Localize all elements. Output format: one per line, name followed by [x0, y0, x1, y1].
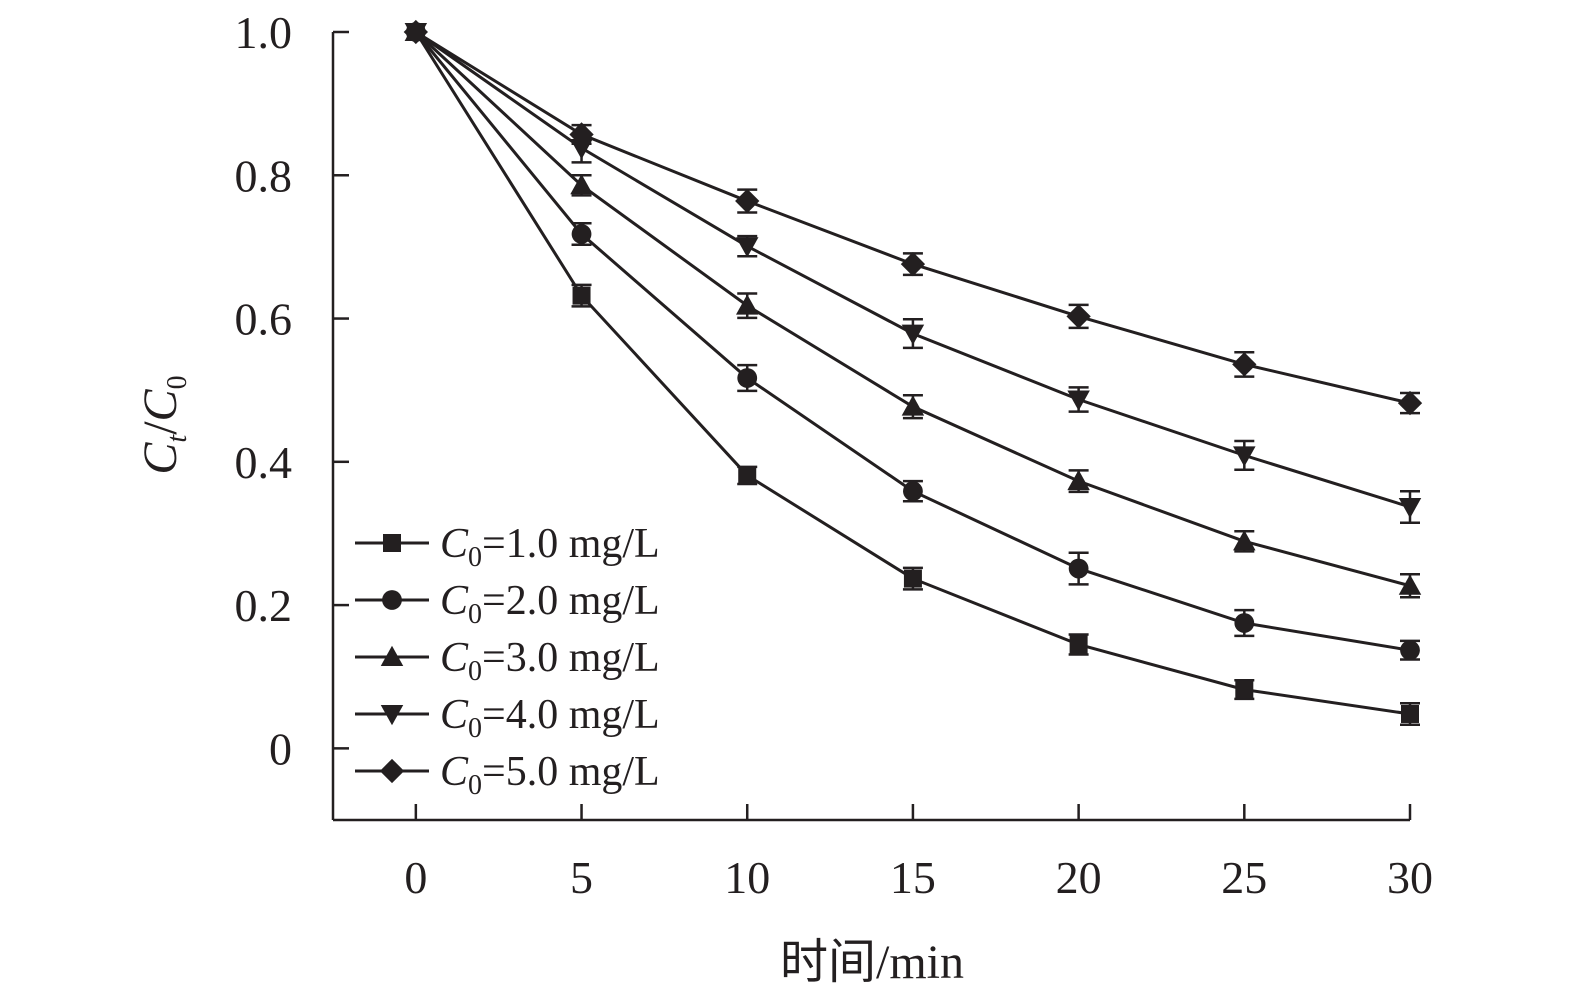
legend-label-sub: 0 [468, 599, 482, 630]
data-point [1067, 390, 1090, 411]
y-tick-label: 0.8 [235, 150, 293, 201]
data-point [903, 569, 922, 588]
legend-label: C0=4.0 mg/L [440, 692, 660, 744]
legend-label-c: C [440, 635, 469, 681]
y-axis-title-slash: / [134, 421, 187, 435]
legend-label-c: C [440, 578, 469, 624]
data-point [1401, 704, 1419, 723]
legend-label-rest: =2.0 mg/L [482, 578, 660, 624]
legend-label-c: C [440, 692, 469, 738]
legend-label-sub: 0 [468, 656, 482, 687]
data-point [738, 466, 757, 485]
legend-label-rest: =4.0 mg/L [482, 692, 660, 738]
x-tick-label: 0 [404, 852, 427, 903]
data-point [737, 368, 758, 388]
legend: C0=1.0 mg/LC0=2.0 mg/LC0=3.0 mg/LC0=4.0 … [355, 521, 660, 801]
y-axis-title: Ct/C0 [134, 375, 193, 474]
data-point [735, 188, 760, 214]
data-point [569, 122, 594, 147]
legend-entry-5: C0=5.0 mg/L [355, 749, 660, 801]
legend-marker [380, 645, 404, 666]
data-point [403, 19, 428, 45]
y-axis-title-c0: C [134, 388, 187, 421]
data-point [1068, 558, 1089, 579]
data-point [1069, 635, 1088, 654]
x-axis-title: 时间/min [780, 936, 964, 989]
legend-marker [383, 534, 401, 552]
y-tick-label: 1.0 [235, 7, 293, 58]
data-point [1233, 446, 1256, 467]
x-tick-label: 5 [570, 852, 593, 903]
legend-label: C0=3.0 mg/L [440, 635, 660, 687]
legend-label-c: C [440, 749, 469, 795]
series-5 [403, 19, 1423, 416]
legend-label: C0=5.0 mg/L [440, 749, 660, 801]
x-tick-label: 15 [890, 852, 936, 903]
axes: 0 0.2 0.4 0.6 0.8 1.0 0 5 10 15 20 25 30 [235, 7, 1434, 903]
y-axis-title-c: C [134, 442, 187, 475]
legend-label: C0=1.0 mg/L [440, 521, 660, 573]
data-point [1234, 613, 1255, 633]
legend-marker [382, 590, 402, 610]
data-point [1400, 640, 1420, 661]
series-layer [403, 19, 1423, 726]
data-point [1067, 469, 1090, 491]
legend-label-c: C [440, 521, 469, 567]
data-point [903, 481, 923, 502]
y-axis-title-sub-0: 0 [162, 375, 193, 389]
data-point [572, 286, 591, 305]
data-point [1398, 497, 1422, 519]
data-point [1235, 680, 1254, 699]
data-point [1066, 304, 1091, 329]
legend-label-rest: =3.0 mg/L [482, 635, 660, 681]
y-axis-title-sub-t: t [162, 434, 193, 443]
data-point [1233, 530, 1256, 551]
legend-label-rest: =5.0 mg/L [482, 749, 660, 795]
x-tick-label: 20 [1056, 852, 1102, 903]
series-line [414, 30, 1411, 588]
data-point [571, 224, 592, 244]
legend-entry-4: C0=4.0 mg/L [355, 692, 660, 744]
legend-label-sub: 0 [468, 770, 482, 801]
x-tick-label: 30 [1387, 852, 1433, 903]
y-tick-label: 0.2 [235, 580, 293, 631]
legend-label: C0=2.0 mg/L [440, 578, 660, 630]
data-point [735, 237, 759, 258]
legend-label-rest: =1.0 mg/L [482, 521, 660, 567]
data-point [735, 294, 759, 315]
y-tick-label: 0.4 [235, 437, 293, 488]
legend-label-sub: 0 [468, 542, 482, 573]
x-tick-label: 10 [724, 852, 770, 903]
data-point [900, 251, 926, 277]
legend-marker [380, 705, 404, 726]
legend-label-sub: 0 [468, 713, 482, 744]
data-point [1232, 352, 1257, 377]
data-point [901, 395, 925, 416]
x-tick-label: 25 [1221, 852, 1267, 903]
data-point [1397, 390, 1423, 416]
data-point [1398, 574, 1422, 595]
legend-marker [379, 758, 405, 784]
series-3 [404, 20, 1422, 599]
data-point [570, 174, 593, 195]
y-tick-label: 0.6 [235, 294, 293, 345]
data-point [901, 324, 925, 345]
legend-entry-1: C0=1.0 mg/L [355, 521, 660, 573]
y-tick-label: 0 [269, 723, 292, 774]
legend-entry-3: C0=3.0 mg/L [355, 635, 660, 687]
legend-entry-2: C0=2.0 mg/L [355, 578, 660, 630]
